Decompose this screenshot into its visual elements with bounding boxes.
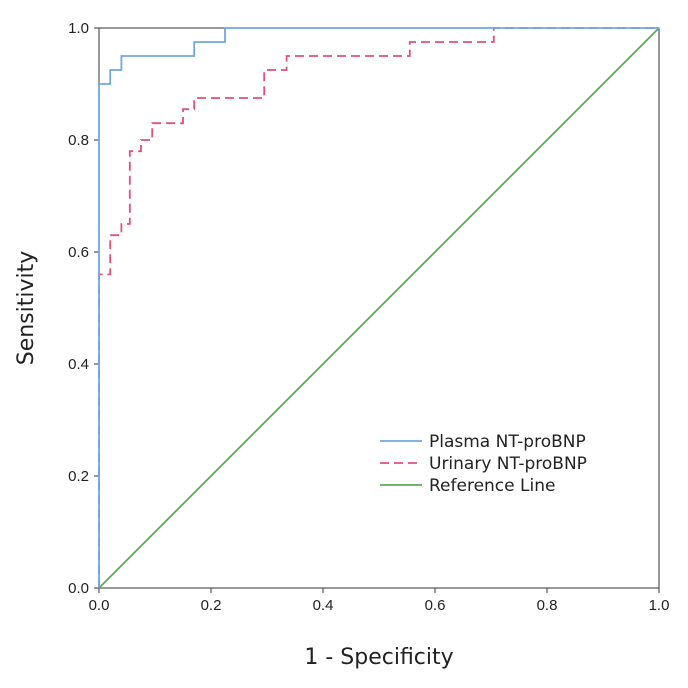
x-axis-ticks: 0.0 0.2 0.4 0.6 0.8 1.0 [89, 588, 670, 614]
x-tick-label: 0.0 [89, 597, 110, 614]
y-tick-label: 1.0 [68, 20, 89, 37]
series-line-urinary-nt-probnp [98, 27, 659, 588]
x-axis-title: 1 - Specificity [304, 645, 453, 670]
series-line-reference-line [98, 27, 660, 589]
y-tick-label: 0.0 [68, 580, 89, 597]
x-tick-label: 0.2 [201, 597, 222, 614]
legend-label-urinary-nt-probnp: Urinary NT-proBNP [429, 454, 587, 474]
legend-label-plasma-nt-probnp: Plasma NT-proBNP [429, 432, 586, 452]
y-tick-label: 0.4 [68, 356, 89, 373]
x-tick-label: 1.0 [649, 597, 670, 614]
x-tick-label: 0.6 [425, 597, 446, 614]
y-tick-label: 0.8 [68, 132, 89, 149]
legend-label-reference-line: Reference Line [429, 476, 555, 496]
x-tick-label: 0.4 [313, 597, 334, 614]
y-axis-ticks: 0.0 0.2 0.4 0.6 0.8 1.0 [68, 20, 99, 597]
series-layer [98, 27, 660, 589]
x-tick-label: 0.8 [537, 597, 558, 614]
y-tick-label: 0.6 [68, 244, 89, 261]
y-axis-title: Sensitivity [14, 251, 39, 366]
y-tick-label: 0.2 [68, 468, 89, 485]
series-line-plasma-nt-probnp [98, 27, 659, 588]
